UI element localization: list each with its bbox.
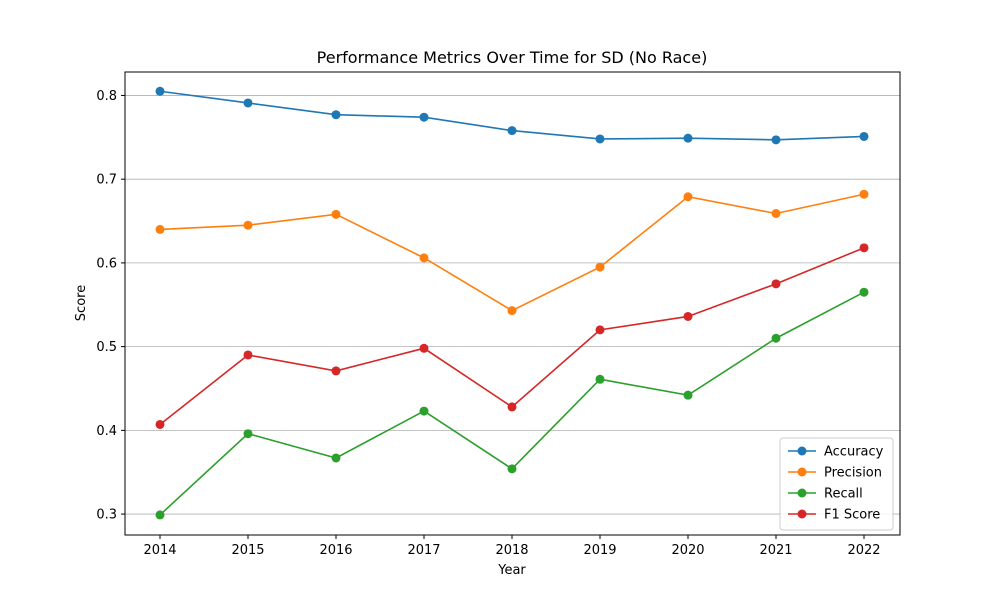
- x-tick-label: 2020: [671, 543, 704, 558]
- data-point: [683, 192, 693, 202]
- data-point: [331, 366, 341, 376]
- data-point: [419, 112, 429, 122]
- legend-label: Accuracy: [824, 445, 884, 460]
- data-point: [683, 311, 693, 321]
- legend: Accuracy Precision Recall F1 Score: [779, 437, 894, 531]
- series-line: [159, 247, 865, 426]
- data-point: [859, 189, 869, 199]
- data-point: [419, 406, 429, 416]
- x-tick-label: 2018: [495, 543, 528, 558]
- data-point: [595, 374, 605, 384]
- data-point: [243, 220, 253, 230]
- grid-lines: [125, 95, 900, 515]
- data-point: [419, 343, 429, 353]
- x-tick-label: 2022: [847, 543, 880, 558]
- legend-label: Recall: [824, 487, 863, 502]
- data-point: [243, 429, 253, 439]
- y-axis: 0.3 0.4 0.5 0.6 0.7 0.8: [96, 89, 125, 523]
- legend-item: Precision: [788, 466, 882, 481]
- series-layer: [155, 86, 869, 520]
- y-tick-label: 0.6: [96, 256, 117, 271]
- legend-box: [779, 437, 894, 531]
- y-tick-label: 0.8: [96, 89, 117, 104]
- data-point: [243, 350, 253, 360]
- x-tick-label: 2021: [759, 543, 792, 558]
- data-point: [859, 287, 869, 297]
- data-point: [155, 419, 165, 429]
- x-axis: 2014 2015 2016 2017 2018 2019 2020 2021 2022: [143, 535, 881, 558]
- data-point: [243, 98, 253, 108]
- data-point: [507, 306, 517, 316]
- y-tick-label: 0.3: [96, 508, 117, 523]
- data-point: [771, 135, 781, 145]
- data-point: [683, 133, 693, 143]
- legend-label: Precision: [824, 466, 882, 481]
- data-point: [771, 279, 781, 289]
- data-point: [331, 110, 341, 120]
- series-recall: [155, 287, 869, 520]
- legend-swatch-marker: [797, 446, 807, 456]
- y-tick-label: 0.7: [96, 173, 117, 188]
- x-tick-label: 2014: [143, 543, 176, 558]
- data-point: [507, 464, 517, 474]
- legend-swatch-marker: [797, 509, 807, 519]
- data-point: [683, 390, 693, 400]
- data-point: [771, 208, 781, 218]
- data-point: [595, 325, 605, 335]
- data-point: [595, 262, 605, 272]
- data-point: [155, 224, 165, 234]
- data-point: [331, 453, 341, 463]
- chart-title: Performance Metrics Over Time for SD (No…: [317, 48, 708, 67]
- legend-swatch-marker: [797, 488, 807, 498]
- x-axis-label: Year: [497, 563, 526, 578]
- data-point: [859, 243, 869, 253]
- x-tick-label: 2015: [231, 543, 264, 558]
- data-point: [331, 209, 341, 219]
- series-f1-score: [155, 243, 869, 429]
- legend-item: F1 Score: [788, 508, 880, 523]
- legend-swatch-marker: [797, 467, 807, 477]
- x-tick-label: 2017: [407, 543, 440, 558]
- data-point: [507, 126, 517, 136]
- data-point: [507, 402, 517, 412]
- data-point: [419, 253, 429, 263]
- y-axis-label: Score: [74, 285, 89, 321]
- y-tick-label: 0.4: [96, 424, 117, 439]
- data-point: [859, 131, 869, 141]
- x-tick-label: 2016: [319, 543, 352, 558]
- series-precision: [155, 189, 869, 316]
- legend-label: F1 Score: [824, 508, 880, 523]
- y-tick-label: 0.5: [96, 340, 117, 355]
- data-point: [771, 333, 781, 343]
- x-tick-label: 2019: [583, 543, 616, 558]
- series-accuracy: [155, 86, 869, 145]
- series-line: [159, 193, 865, 312]
- legend-item: Recall: [788, 487, 863, 502]
- data-point: [155, 86, 165, 96]
- data-point: [595, 134, 605, 144]
- legend-item: Accuracy: [788, 445, 884, 460]
- data-point: [155, 510, 165, 520]
